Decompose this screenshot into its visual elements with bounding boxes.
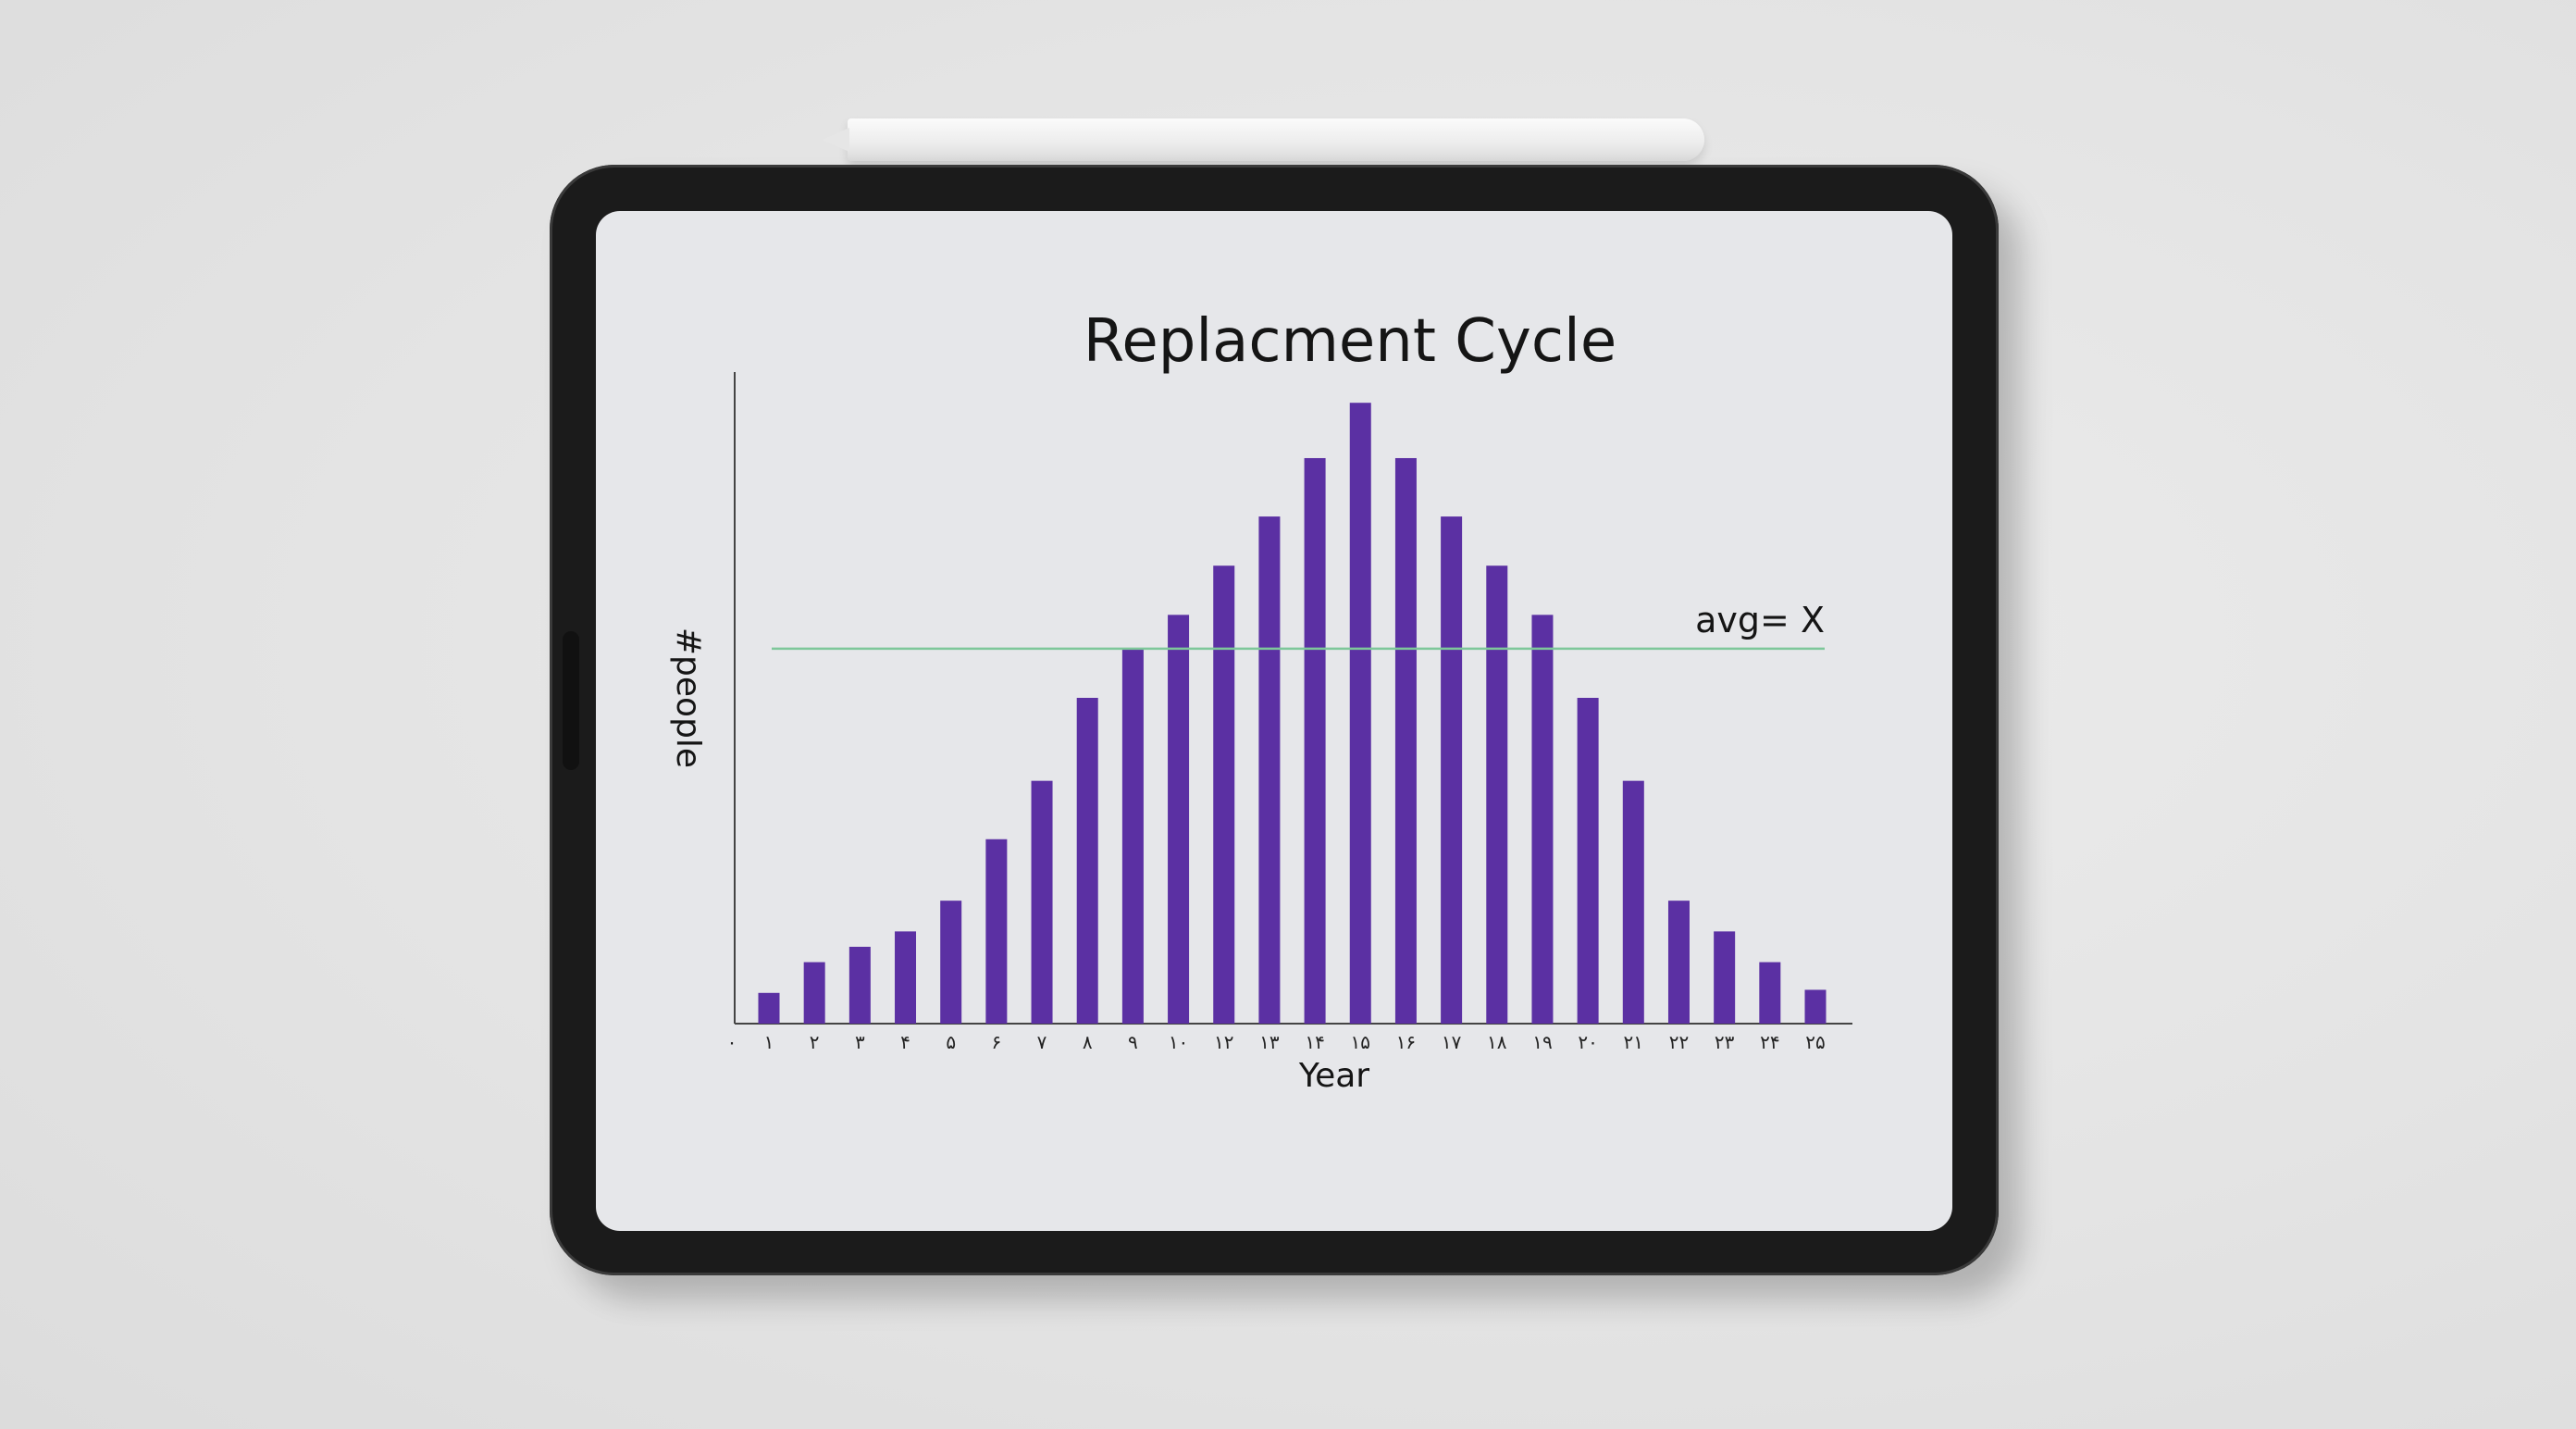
x-tick-label: ۴ — [900, 1031, 910, 1053]
x-tick-label: ۱۴ — [1305, 1031, 1324, 1053]
bar-10 — [1168, 615, 1190, 1024]
x-tick-label: ۱۸ — [1487, 1031, 1507, 1053]
bar-12 — [1258, 516, 1281, 1024]
x-tick-label: ۱۰ — [1169, 1031, 1188, 1053]
bar-17 — [1486, 565, 1508, 1024]
bar-24 — [1804, 989, 1827, 1024]
x-tick-zero: ۰ — [727, 1031, 737, 1053]
stylus-pencil — [822, 118, 1704, 161]
bar-group — [758, 403, 1827, 1025]
x-tick-label: ۲۲ — [1669, 1031, 1689, 1053]
x-tick-label: ۱۹ — [1532, 1031, 1552, 1053]
x-tick-label: ۲۰ — [1578, 1031, 1597, 1053]
bar-22 — [1714, 931, 1736, 1024]
x-tick-label: ۱۳ — [1259, 1031, 1280, 1053]
x-tick-label: ۱ — [764, 1031, 774, 1053]
chart-title: Replacment Cycle — [1084, 307, 1616, 376]
bar-13 — [1304, 457, 1326, 1024]
x-tick-label: ۶ — [991, 1031, 1001, 1053]
bar-20 — [1622, 780, 1644, 1024]
bar-16 — [1441, 516, 1463, 1024]
x-tick-label: ۲۳ — [1715, 1031, 1735, 1053]
x-tick-label: ۱۲ — [1214, 1031, 1233, 1053]
bar-18 — [1531, 615, 1554, 1024]
bar-19 — [1577, 698, 1599, 1024]
x-tick-label: ۱۷ — [1442, 1031, 1462, 1053]
bar-11 — [1213, 565, 1235, 1024]
bar-23 — [1759, 962, 1781, 1024]
bar-3 — [848, 946, 871, 1024]
tick-group: ۱ ۲ ۳ ۴ ۵ ۶ ۷ ۸ ۹ ۱۰ ۱۲ ۱۳ ۱۴ ۱۵ ۱۶ ۱۷ ۱۸ ۱۹ ۲۰ ۲۱ ۲۲ ۲۳ ۲۴ ۲۵ — [764, 1031, 1826, 1053]
x-tick-label: ۹ — [1128, 1031, 1138, 1053]
bar-2 — [803, 962, 825, 1024]
y-axis-label: #people — [669, 628, 707, 768]
x-tick-label: ۵ — [946, 1031, 956, 1053]
x-tick-label: ۲۴ — [1760, 1031, 1779, 1053]
bar-14 — [1349, 403, 1371, 1025]
x-tick-label: ۱۵ — [1351, 1031, 1370, 1053]
x-tick-label: ۸ — [1083, 1031, 1093, 1053]
bar-4 — [895, 931, 917, 1024]
bar-6 — [985, 839, 1008, 1024]
bar-1 — [758, 992, 780, 1024]
camera-notch — [563, 631, 579, 770]
x-axis-label: Year — [1298, 1057, 1369, 1095]
bar-9 — [1121, 648, 1144, 1024]
average-label: avg= X — [1695, 600, 1825, 640]
x-tick-label: ۷ — [1037, 1031, 1047, 1053]
x-tick-label: ۳ — [855, 1031, 865, 1053]
bar-15 — [1394, 457, 1417, 1024]
bar-5 — [940, 901, 962, 1024]
x-tick-label: ۲۵ — [1805, 1031, 1825, 1053]
bar-7 — [1031, 780, 1053, 1024]
x-tick-label: ۲ — [810, 1031, 820, 1053]
bar-8 — [1076, 698, 1098, 1024]
x-tick-label: ۱۶ — [1396, 1031, 1416, 1053]
x-tick-label: ۲۱ — [1624, 1031, 1643, 1053]
pencil-tip — [822, 128, 849, 152]
bar-21 — [1667, 901, 1690, 1024]
